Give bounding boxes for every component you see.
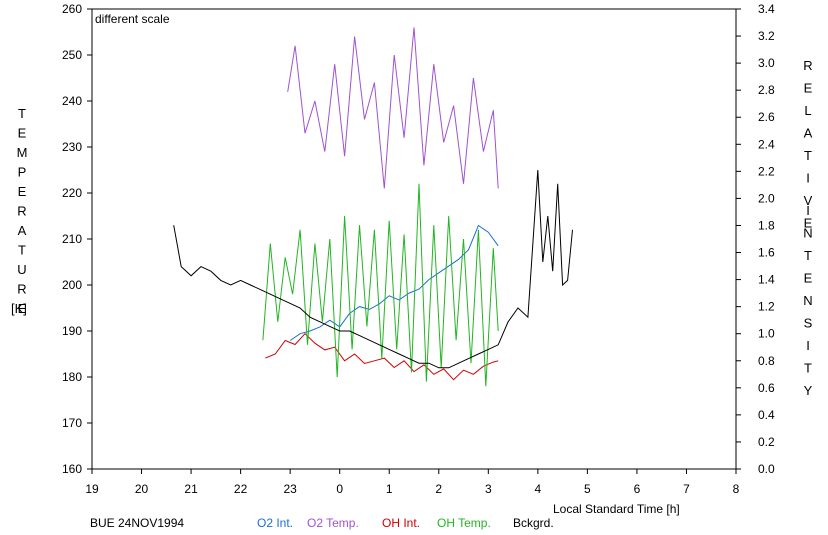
axis-letter: R bbox=[17, 204, 26, 219]
x-tick-label: 5 bbox=[584, 482, 591, 496]
x-axis: 19 20 21 22 23 0 1 2 3 4 5 6 7 8 bbox=[85, 469, 740, 496]
axis-letter: U bbox=[17, 262, 26, 277]
axis-letter: N bbox=[803, 293, 812, 308]
legend-item: OH Temp. bbox=[437, 516, 491, 530]
right-tick-label: 0.0 bbox=[758, 462, 775, 476]
axis-letter: L bbox=[804, 103, 811, 118]
axis-letter: S bbox=[804, 316, 813, 331]
right-tick-label: 2.8 bbox=[758, 83, 775, 97]
right-tick-label: 3.0 bbox=[758, 56, 775, 70]
left-tick-label: 230 bbox=[62, 140, 82, 154]
axis-letter: T bbox=[18, 106, 26, 121]
right-tick-label: 0.6 bbox=[758, 381, 775, 395]
x-axis-label: Local Standard Time [h] bbox=[553, 502, 680, 516]
x-tick-label: 21 bbox=[184, 482, 198, 496]
x-tick-label: 23 bbox=[283, 482, 297, 496]
right-tick-label: 2.4 bbox=[758, 137, 775, 151]
axis-letter: P bbox=[18, 165, 27, 180]
left-tick-label: 180 bbox=[62, 370, 82, 384]
left-tick-label: 210 bbox=[62, 232, 82, 246]
right-tick-label: 0.8 bbox=[758, 354, 775, 368]
axis-letter: T bbox=[804, 361, 812, 376]
axis-letter: I bbox=[806, 338, 810, 353]
right-axis: 0.0 0.2 0.4 0.6 0.8 1.0 1.2 1.4 1.6 1.8 2.0 2.2 2.4 2… bbox=[736, 2, 775, 476]
legend-item: O2 Temp. bbox=[307, 516, 359, 530]
axis-letter: A bbox=[18, 223, 27, 238]
left-tick-label: 250 bbox=[62, 48, 82, 62]
axis-letter: E bbox=[18, 126, 27, 141]
axis-letter: Y bbox=[804, 383, 813, 398]
series-line-oh-temp bbox=[262, 183, 499, 387]
series-line-o2-int bbox=[289, 224, 499, 341]
x-tick-label: 3 bbox=[485, 482, 492, 496]
station-label: BUE 24NOV1994 bbox=[90, 516, 184, 530]
left-axis-unit: [K] bbox=[11, 301, 27, 316]
axis-letter: R bbox=[803, 58, 812, 73]
x-tick-label: 20 bbox=[135, 482, 149, 496]
right-tick-label: 2.2 bbox=[758, 164, 775, 178]
axis-letter: E bbox=[804, 81, 813, 96]
axis-letter: T bbox=[804, 248, 812, 263]
left-tick-label: 190 bbox=[62, 324, 82, 338]
left-tick-label: 200 bbox=[62, 278, 82, 292]
axis-letter: T bbox=[804, 148, 812, 163]
plot-frame bbox=[91, 8, 737, 470]
right-tick-label: 0.4 bbox=[758, 408, 775, 422]
right-tick-label: 0.2 bbox=[758, 435, 775, 449]
left-tick-label: 260 bbox=[62, 2, 82, 16]
axis-letter: V bbox=[804, 193, 813, 208]
x-tick-label: 7 bbox=[683, 482, 690, 496]
x-tick-label: 6 bbox=[634, 482, 641, 496]
left-axis: 160 170 180 190 200 210 220 230 240 250 260 bbox=[62, 2, 92, 476]
right-tick-label: 1.4 bbox=[758, 273, 775, 287]
x-tick-label: 2 bbox=[435, 482, 442, 496]
x-tick-label: 19 bbox=[85, 482, 99, 496]
right-tick-label: 1.6 bbox=[758, 246, 775, 260]
x-tick-label: 4 bbox=[535, 482, 542, 496]
right-tick-label: 1.0 bbox=[758, 327, 775, 341]
legend: O2 Int. O2 Temp. OH Int. OH Temp. Bckgrd. bbox=[257, 516, 554, 530]
series-line-o2-temp bbox=[287, 27, 499, 189]
legend-item: Bckgrd. bbox=[513, 516, 554, 530]
series-layer bbox=[173, 27, 573, 387]
left-tick-label: 240 bbox=[62, 94, 82, 108]
x-tick-label: 22 bbox=[234, 482, 248, 496]
axis-letter: I bbox=[806, 171, 810, 186]
axis-letter: E bbox=[18, 301, 27, 316]
axis-letter: E bbox=[18, 184, 27, 199]
axis-letter: R bbox=[17, 282, 26, 297]
axis-letter: E bbox=[804, 271, 813, 286]
x-tick-label: 1 bbox=[386, 482, 393, 496]
legend-item: O2 Int. bbox=[257, 516, 293, 530]
right-tick-label: 1.2 bbox=[758, 300, 775, 314]
axis-letter: M bbox=[17, 145, 28, 160]
axis-letter: T bbox=[18, 243, 26, 258]
axis-letter: A bbox=[804, 126, 813, 141]
left-tick-label: 170 bbox=[62, 416, 82, 430]
right-tick-label: 2.6 bbox=[758, 110, 775, 124]
right-tick-label: 3.2 bbox=[758, 29, 775, 43]
left-tick-label: 160 bbox=[62, 462, 82, 476]
axis-letter: I bbox=[806, 203, 810, 218]
legend-item: OH Int. bbox=[382, 516, 420, 530]
x-tick-label: 8 bbox=[733, 482, 740, 496]
right-tick-label: 3.4 bbox=[758, 2, 775, 16]
annotation-different-scale: different scale bbox=[95, 12, 170, 26]
axis-letter: E bbox=[804, 216, 813, 231]
x-tick-label: 0 bbox=[336, 482, 343, 496]
series-line-bckgrd bbox=[173, 169, 573, 369]
series-line-oh-int bbox=[265, 332, 499, 381]
left-tick-label: 220 bbox=[62, 186, 82, 200]
axis-letter: N bbox=[803, 226, 812, 241]
right-tick-label: 2.0 bbox=[758, 191, 775, 205]
right-tick-label: 1.8 bbox=[758, 218, 775, 232]
